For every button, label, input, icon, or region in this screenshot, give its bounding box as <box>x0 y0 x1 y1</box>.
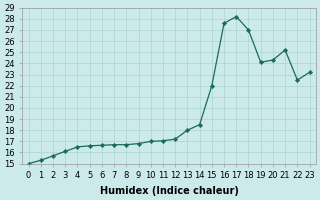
X-axis label: Humidex (Indice chaleur): Humidex (Indice chaleur) <box>100 186 238 196</box>
